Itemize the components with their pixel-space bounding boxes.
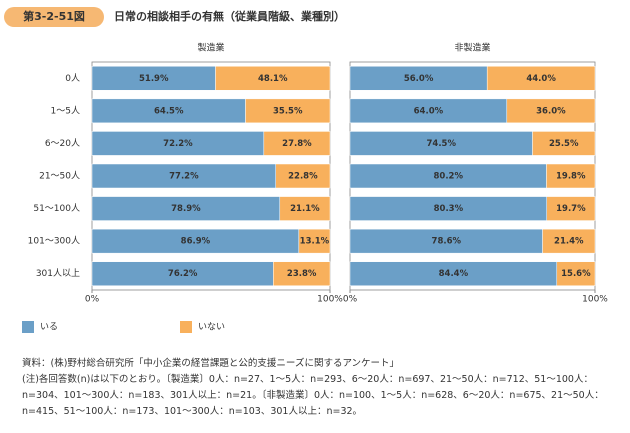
bar-segment xyxy=(91,261,274,286)
value-label: 80.2% xyxy=(433,172,463,182)
value-label: 21.4% xyxy=(554,237,584,247)
value-label: 74.5% xyxy=(427,139,457,149)
category-label: 0人 xyxy=(65,73,80,84)
panel-title: 製造業 xyxy=(197,42,224,54)
value-label: 23.8% xyxy=(287,269,317,279)
value-label: 78.9% xyxy=(171,204,201,214)
value-label: 21.1% xyxy=(290,204,320,214)
value-label: 64.0% xyxy=(414,106,444,116)
value-label: 80.3% xyxy=(434,204,464,214)
legend-swatch xyxy=(22,321,34,333)
bar-segment xyxy=(546,196,596,221)
value-label: 19.8% xyxy=(556,172,586,182)
bar-segment xyxy=(486,66,596,91)
bar-segment xyxy=(349,196,547,221)
bar-segment xyxy=(91,196,281,221)
value-label: 48.1% xyxy=(258,74,288,84)
value-label: 64.5% xyxy=(154,106,184,116)
chart: 第3-2-51図 日常の相談相手の有無（従業員階級、業種別） 0人 1～5人 6～2… xyxy=(4,7,608,333)
bar-segment xyxy=(273,261,331,286)
bar-segment xyxy=(245,98,331,124)
figure-label-bg xyxy=(4,7,104,27)
value-label: 27.8% xyxy=(282,139,312,149)
value-label: 56.0% xyxy=(404,74,434,84)
category-label: 101～300人 xyxy=(28,236,80,247)
category-label: 301人以上 xyxy=(36,268,80,279)
value-label: 76.2% xyxy=(168,269,198,279)
value-label: 44.0% xyxy=(526,74,556,84)
value-label: 19.7% xyxy=(556,204,586,214)
bar-segment xyxy=(546,163,596,189)
bar-segment xyxy=(215,66,331,91)
bar-segment xyxy=(279,196,331,221)
bar-segment xyxy=(349,131,533,156)
x-tick-label: 100% xyxy=(317,295,343,305)
bar-segment xyxy=(556,261,596,286)
footnote: (注)各回答数(n)は以下のとおり。〔製造業〕0人：n=27、1～5人：n=29… xyxy=(22,374,604,417)
x-tick-label: 100% xyxy=(582,295,608,305)
bar-segment xyxy=(349,261,558,286)
bar-segment xyxy=(91,66,216,91)
notes: 資料：(株)野村総合研究所「中小企業の経営課題と公的支援ニーズに関するアンケート… xyxy=(22,356,612,420)
value-label: 51.9% xyxy=(139,74,169,84)
bar-segment xyxy=(91,131,265,156)
bar-segment xyxy=(349,98,508,124)
bar-segment xyxy=(298,228,331,254)
x-tick-label: 0% xyxy=(343,295,358,305)
value-label: 78.6% xyxy=(432,237,462,247)
legend-label: いる xyxy=(40,322,58,333)
bar-segment xyxy=(506,98,596,124)
chart-title: 日常の相談相手の有無（従業員階級、業種別） xyxy=(114,9,345,23)
bar-segment xyxy=(275,163,331,189)
bar-segment xyxy=(91,228,300,254)
value-label: 84.4% xyxy=(439,269,469,279)
figure-label: 第3-2-51図 xyxy=(23,9,85,23)
source-note: 資料：(株)野村総合研究所「中小企業の経営課題と公的支援ニーズに関するアンケート… xyxy=(22,358,400,369)
value-label: 86.9% xyxy=(181,237,211,247)
bar-segment xyxy=(91,98,246,124)
legend-swatch xyxy=(180,321,192,333)
value-label: 72.2% xyxy=(163,139,193,149)
bar-segment xyxy=(263,131,331,156)
value-label: 77.2% xyxy=(169,172,199,182)
value-label: 35.5% xyxy=(273,106,303,116)
x-tick-label: 0% xyxy=(85,295,100,305)
bar-segment xyxy=(349,228,543,254)
bar-segment xyxy=(91,163,276,189)
category-label: 21～50人 xyxy=(39,171,80,182)
bar-segment xyxy=(349,163,547,189)
value-label: 15.6% xyxy=(561,269,591,279)
value-label: 13.1% xyxy=(300,237,330,247)
category-label: 6～20人 xyxy=(45,138,80,149)
bar-segment xyxy=(349,66,488,91)
value-label: 25.5% xyxy=(549,139,579,149)
value-label: 36.0% xyxy=(536,106,566,116)
value-label: 22.8% xyxy=(288,172,318,182)
legend-label: いない xyxy=(198,322,225,333)
category-label: 1～5人 xyxy=(51,105,80,116)
panel-title: 非製造業 xyxy=(454,42,490,54)
category-label: 51～100人 xyxy=(33,203,80,214)
bar-segment xyxy=(532,131,596,156)
bar-segment xyxy=(542,228,596,254)
